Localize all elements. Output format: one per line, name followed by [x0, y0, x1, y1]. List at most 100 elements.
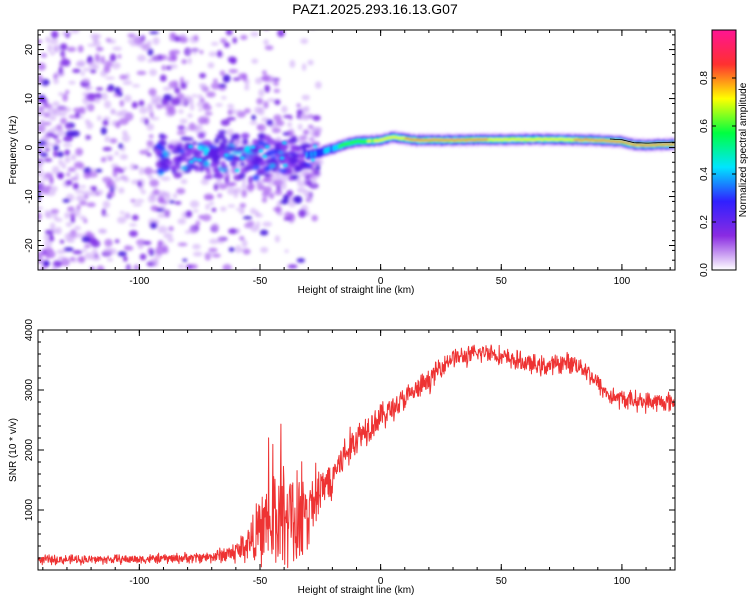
spectrogram-blob	[233, 190, 239, 199]
spectrogram-blob	[258, 123, 266, 132]
spectrogram-blob	[275, 119, 285, 127]
spectrogram-blob	[74, 225, 81, 231]
spectrogram-blob	[239, 236, 245, 241]
spectrogram-blob	[65, 124, 72, 129]
snr-y-axis-label: SNR (10 * v/v)	[8, 418, 19, 482]
spectrogram-blob	[103, 100, 112, 109]
spectrogram-blob	[146, 152, 152, 157]
spectrogram-blob	[207, 144, 218, 150]
spectrogram-blob	[302, 129, 310, 135]
spectrogram-blob	[239, 156, 245, 160]
spectrogram-blob	[82, 96, 90, 105]
spectrogram-blob	[178, 109, 184, 114]
spectrogram-blob	[283, 217, 293, 221]
spectrogram-blob	[262, 70, 267, 75]
spectrogram-blob	[133, 264, 140, 270]
y-tick-label: -10	[24, 189, 35, 204]
y-tick-label: 0	[24, 144, 35, 150]
spectrogram-blob	[274, 235, 280, 243]
spectrogram-blob	[85, 104, 92, 110]
spectrogram-blob	[288, 137, 298, 144]
spectrogram-blob	[158, 133, 166, 139]
spectrogram-blob	[222, 263, 232, 270]
spectrogram-blob	[241, 189, 248, 198]
spectrogram-blob	[238, 72, 247, 80]
spectrogram-blob	[152, 188, 160, 196]
spectrogram-blob	[50, 30, 59, 39]
spectrogram-blob	[161, 164, 169, 169]
spectrogram-blob	[62, 198, 71, 203]
spectrogram-blob	[269, 192, 275, 200]
spectrogram-blob	[190, 164, 199, 170]
spectrogram-blob	[58, 125, 63, 133]
spectrogram-blob	[118, 92, 123, 97]
spectrogram-blob	[105, 38, 112, 42]
spectrogram-blob	[223, 42, 230, 48]
y-tick-label: 2000	[24, 438, 35, 461]
spectrogram-blob	[49, 51, 56, 56]
spectrogram-blob	[123, 94, 132, 103]
spectrogram-blob	[206, 91, 216, 98]
spectrogram-blob	[127, 33, 135, 38]
spectrogram-blob	[92, 37, 100, 42]
spectrogram-blob	[204, 252, 214, 257]
spectrogram-blob	[200, 115, 207, 120]
spectrogram-blob	[163, 156, 170, 162]
spectrogram-blob	[159, 74, 167, 82]
spectrogram-blob	[74, 172, 79, 180]
spectrogram-blob	[40, 53, 48, 58]
spectrogram-ridge-layer	[573, 138, 675, 147]
spectrogram-blob	[303, 189, 310, 198]
spectrogram-blob	[200, 178, 210, 185]
spectrogram-blob	[150, 116, 160, 121]
spectrogram-blob	[212, 253, 221, 258]
spectrogram-blob	[52, 101, 60, 107]
spectrogram-blob	[81, 235, 91, 243]
spectrogram-blob	[242, 216, 253, 220]
colorbar-tick-label: 0.6	[699, 119, 710, 133]
spectrogram-blob	[252, 174, 260, 182]
spectrogram-blob	[62, 93, 68, 102]
spectrogram-blob	[192, 251, 203, 257]
spectrogram-blob	[277, 30, 285, 38]
spectrogram-blob	[202, 139, 212, 146]
spectrogram-blob	[123, 113, 132, 118]
spectrogram-blob	[158, 239, 163, 246]
spectrogram-blob	[69, 213, 76, 218]
spectrogram-blob	[119, 99, 125, 107]
spectrogram-blob	[311, 214, 318, 222]
spectrogram-blob	[61, 162, 67, 170]
spectrogram-blob	[220, 119, 231, 126]
spectrogram-blob	[204, 105, 211, 112]
spectrogram-blob	[290, 152, 299, 160]
spectrogram-blob	[67, 206, 75, 212]
spectrogram-blob	[179, 118, 188, 124]
spectrogram-blob	[122, 130, 128, 136]
spectrogram-blob	[65, 179, 73, 186]
spectrogram-blob	[269, 296, 275, 300]
spectrogram-blob	[111, 183, 118, 191]
spectrogram-blob	[189, 200, 200, 208]
spectrogram-blob	[264, 45, 274, 51]
spectrogram-blob	[244, 148, 250, 152]
spectrogram-blob	[228, 247, 235, 252]
spectrogram-blob	[43, 239, 53, 248]
spectrogram-blob	[184, 126, 190, 132]
spectrogram-blob	[70, 30, 80, 34]
spectrogram-blob	[225, 30, 233, 36]
spectrogram-blob	[72, 68, 81, 74]
spectrogram-blob	[76, 204, 81, 211]
spectrogram-blob	[217, 193, 223, 198]
spectrogram-blob	[299, 161, 308, 167]
spectrogram-blob	[44, 103, 53, 109]
snr-x-axis-label: Height of straight line (km)	[298, 585, 415, 596]
spectrogram-blob	[237, 109, 242, 114]
snr-x-ticks: -100 -50 0 50 100	[42, 330, 671, 587]
spectrogram-blob	[186, 49, 193, 55]
spectrogram-blob	[217, 236, 225, 244]
spectrogram-blob	[218, 129, 227, 135]
spectrogram-blob	[212, 78, 218, 83]
spectrogram-blob	[118, 187, 125, 194]
spectrogram-blob	[257, 141, 268, 146]
spectrogram-blob	[152, 259, 159, 267]
